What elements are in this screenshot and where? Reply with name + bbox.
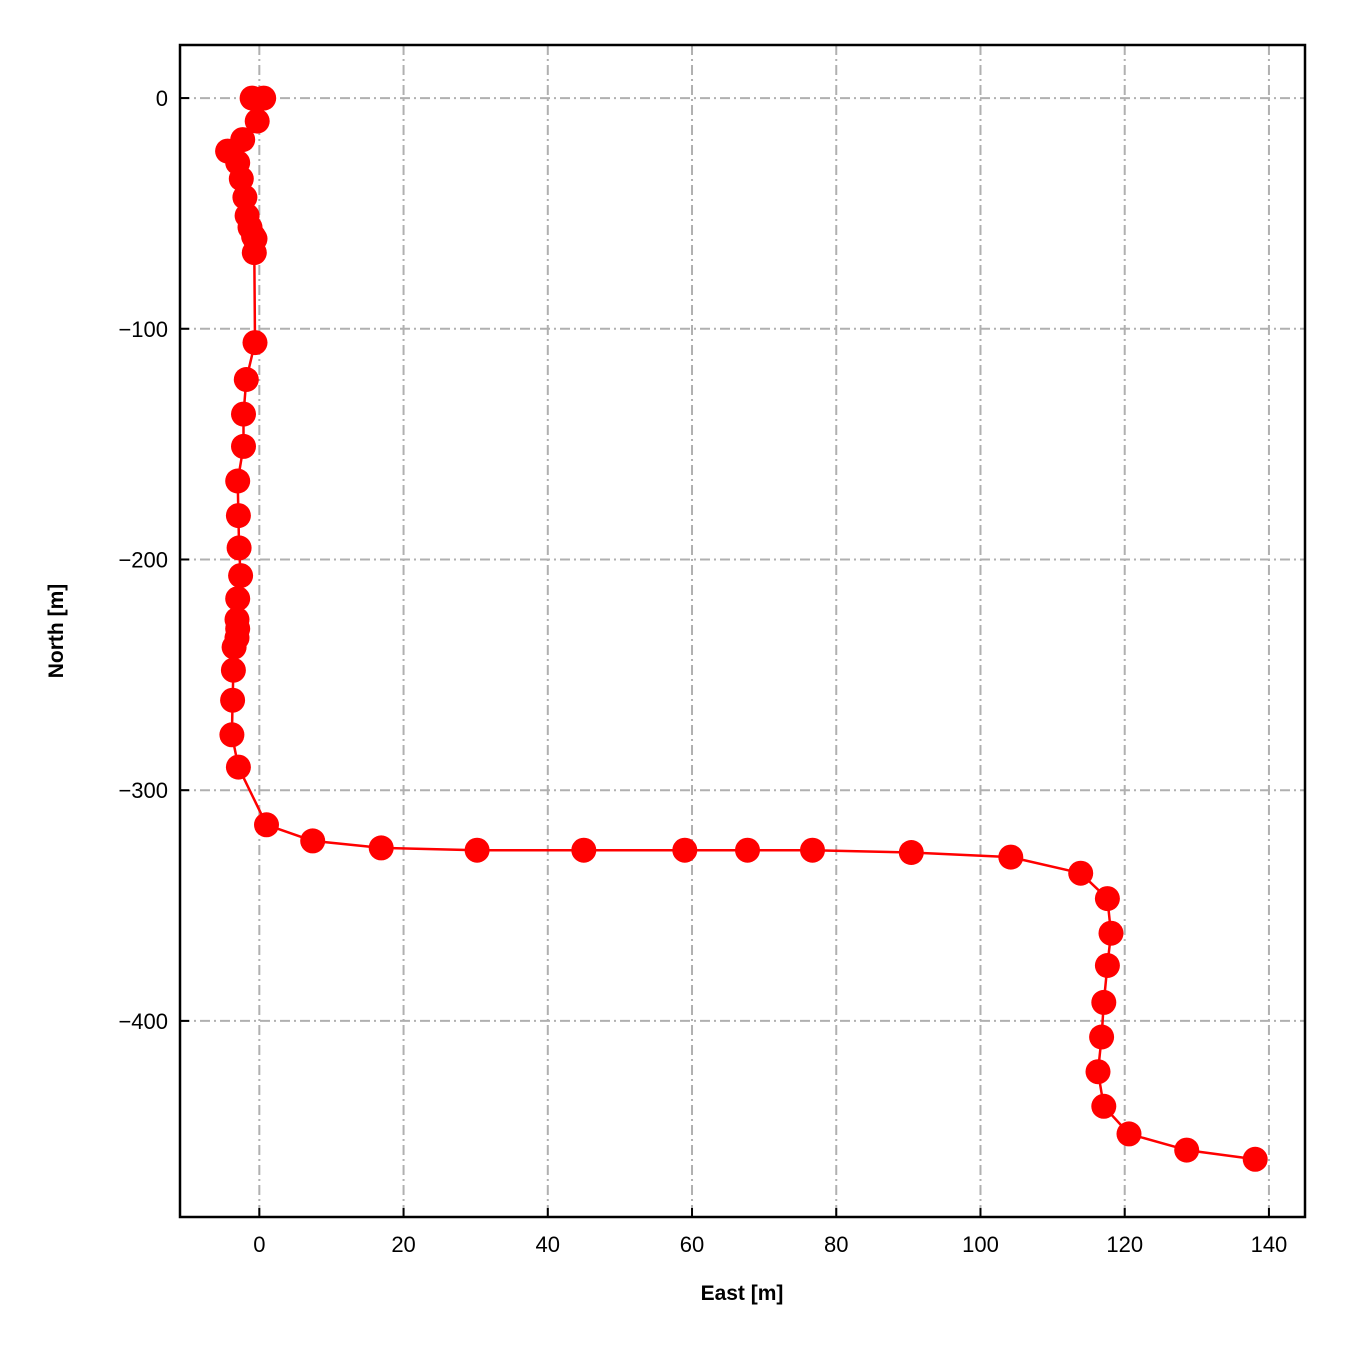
trajectory-point bbox=[226, 535, 252, 561]
x-tick-label: 140 bbox=[1251, 1232, 1288, 1257]
y-axis-label: North [m] bbox=[45, 584, 68, 678]
trajectory-point bbox=[239, 85, 265, 111]
y-tick-label: −400 bbox=[118, 1009, 168, 1034]
trajectory-point bbox=[1091, 1093, 1117, 1119]
trajectory-point bbox=[998, 844, 1024, 870]
trajectory-point bbox=[1098, 920, 1124, 946]
trajectory-point bbox=[225, 503, 251, 529]
x-tick-label: 80 bbox=[824, 1232, 848, 1257]
trajectory-point bbox=[735, 837, 760, 863]
x-axis-label: East [m] bbox=[701, 1282, 784, 1305]
trajectory-point bbox=[231, 401, 256, 427]
trajectory-point bbox=[220, 657, 246, 683]
trajectory-point bbox=[800, 837, 825, 863]
trajectory-point bbox=[1094, 886, 1120, 912]
trajectory-point bbox=[232, 184, 258, 210]
trajectory-point bbox=[1116, 1121, 1142, 1147]
y-tick-label: −200 bbox=[118, 547, 168, 572]
trajectory-point bbox=[1174, 1137, 1200, 1163]
trajectory-point bbox=[231, 433, 256, 459]
y-tick-label: −300 bbox=[118, 778, 168, 803]
ticks: 0 20 40 60 80 100 120 140 0 −100 −200 −300 −400 bbox=[118, 86, 1287, 1257]
trajectory-point bbox=[233, 367, 259, 392]
trajectory-point bbox=[225, 586, 251, 612]
y-tick-label: −100 bbox=[118, 317, 168, 342]
trajectory-point bbox=[571, 837, 597, 863]
trajectory-point bbox=[228, 563, 254, 589]
trajectory-point bbox=[1242, 1146, 1268, 1172]
trajectory-point bbox=[464, 837, 490, 863]
plot-frame bbox=[178, 43, 1307, 1219]
trajectory-point bbox=[219, 722, 245, 748]
trajectory-point bbox=[1089, 1024, 1115, 1050]
trajectory-point bbox=[254, 812, 279, 838]
trajectory-point bbox=[672, 837, 698, 863]
trajectory-point bbox=[228, 166, 254, 192]
trajectory-point bbox=[241, 240, 267, 266]
x-tick-label: 0 bbox=[253, 1232, 265, 1257]
trajectory-point bbox=[898, 840, 924, 865]
trajectory-point bbox=[225, 754, 251, 780]
x-tick-label: 60 bbox=[680, 1232, 704, 1257]
series-layer bbox=[215, 85, 1268, 1172]
trajectory-point bbox=[225, 468, 251, 494]
trajectory-point bbox=[1094, 953, 1120, 978]
trajectory-point bbox=[1068, 860, 1094, 886]
trajectory-point bbox=[242, 330, 268, 356]
x-tick-label: 120 bbox=[1106, 1232, 1143, 1257]
trajectory-point bbox=[1091, 989, 1117, 1015]
x-tick-label: 40 bbox=[536, 1232, 560, 1257]
trajectory-point bbox=[368, 835, 394, 861]
y-tick-label: 0 bbox=[156, 86, 168, 111]
trajectory-point bbox=[244, 108, 270, 134]
x-tick-label: 20 bbox=[391, 1232, 415, 1257]
trajectory-point bbox=[221, 634, 247, 660]
grid bbox=[180, 45, 1305, 1217]
trajectory-point bbox=[1085, 1059, 1111, 1085]
trajectory-point bbox=[300, 828, 326, 854]
x-tick-label: 100 bbox=[962, 1232, 999, 1257]
trajectory-point bbox=[220, 687, 246, 713]
